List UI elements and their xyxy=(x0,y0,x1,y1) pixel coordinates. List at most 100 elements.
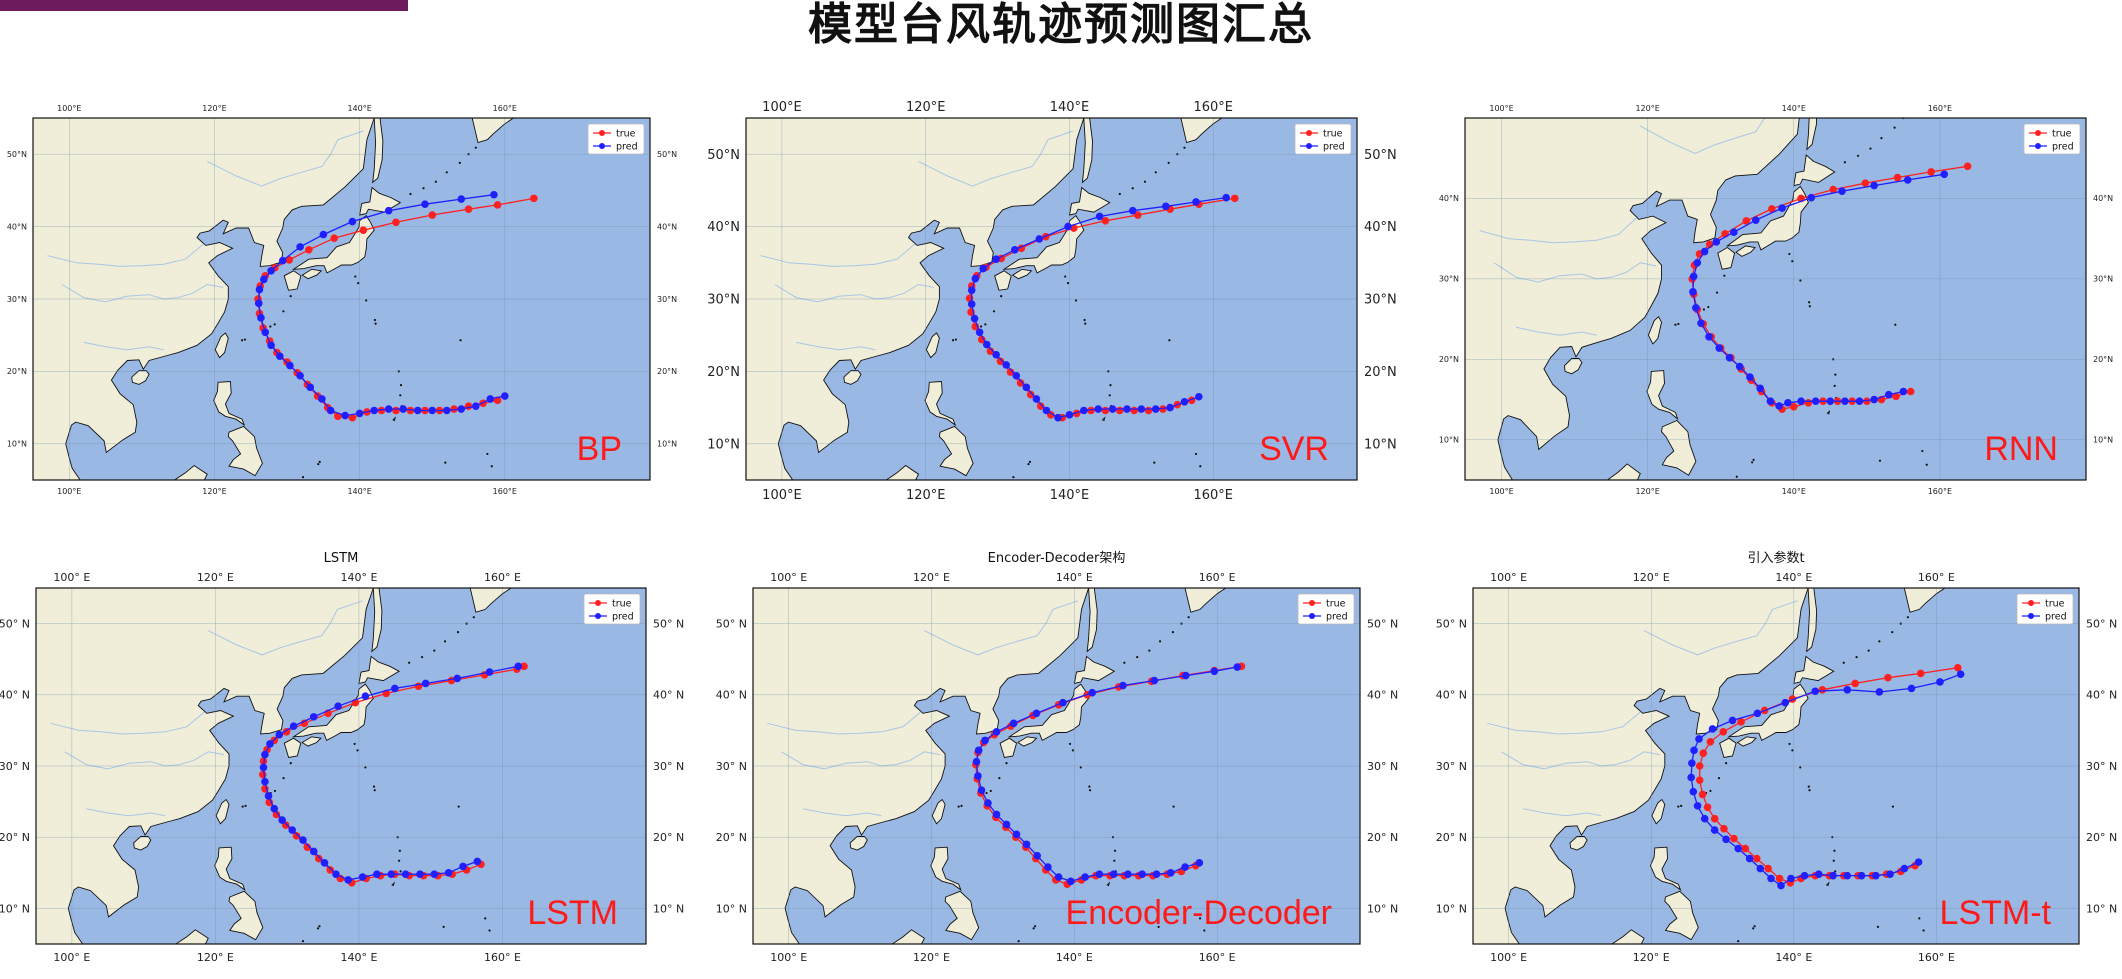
pred-track-point xyxy=(289,722,298,730)
pred-track-point xyxy=(309,847,318,856)
pred-track-point xyxy=(1775,402,1783,410)
island-marker xyxy=(1168,339,1171,342)
island-marker xyxy=(1000,295,1003,298)
x-tick-label-top: 140°E xyxy=(1782,104,1806,113)
true-track-point xyxy=(314,854,323,863)
y-tick-label-left: 30°N xyxy=(1439,275,1459,284)
pred-track-point xyxy=(1124,870,1132,879)
pred-track-point xyxy=(373,870,381,879)
landmass xyxy=(1563,358,1583,375)
river-line xyxy=(206,130,364,187)
x-tick-label-top: 120°E xyxy=(202,104,226,113)
x-tick-label-bottom: 120° E xyxy=(197,951,234,964)
landmass xyxy=(1727,683,1809,742)
island-marker xyxy=(1922,929,1925,932)
true-track-point xyxy=(1130,406,1138,415)
true-track-point xyxy=(1804,398,1813,407)
landmass xyxy=(994,270,1012,291)
island-marker xyxy=(1148,649,1151,652)
landmass xyxy=(283,737,302,759)
island-marker xyxy=(1791,260,1794,263)
true-track-point xyxy=(1133,211,1142,219)
true-track-point xyxy=(259,757,268,765)
true-track-point xyxy=(464,205,473,214)
landmass xyxy=(1826,410,1831,415)
pred-track-point xyxy=(1756,384,1764,393)
pred-track-point xyxy=(1838,187,1846,196)
island-marker xyxy=(1071,749,1075,752)
pred-track-point xyxy=(1725,353,1734,362)
legend-true-label: true xyxy=(2052,129,2072,140)
pred-track-point xyxy=(326,406,335,415)
pred-track-point xyxy=(1777,881,1785,890)
true-track-point xyxy=(530,194,538,203)
pred-track-point xyxy=(1884,390,1893,399)
island-marker xyxy=(1791,749,1794,752)
island-marker xyxy=(1808,301,1811,304)
pred-track-point xyxy=(1872,871,1880,880)
island-marker xyxy=(1717,777,1721,780)
island-marker xyxy=(1118,192,1121,196)
x-tick-label-top: 140°E xyxy=(347,104,371,113)
pred-track-point xyxy=(1065,411,1074,419)
pred-track-point xyxy=(332,870,340,879)
pred-track-point xyxy=(1689,272,1698,281)
y-tick-label-right: 10°N xyxy=(2093,436,2113,445)
y-tick-label-left: 30° N xyxy=(716,760,747,773)
island-marker xyxy=(1808,789,1811,792)
pred-track-point xyxy=(1692,304,1700,312)
pred-track-point xyxy=(1002,820,1011,829)
y-tick-label-left: 50° N xyxy=(1436,617,1467,630)
landmass xyxy=(1180,118,1223,144)
landmass xyxy=(1806,118,1818,151)
landmass xyxy=(1106,881,1111,887)
landmass xyxy=(1007,683,1090,742)
pred-track-point xyxy=(1012,371,1021,380)
landmass xyxy=(853,929,925,944)
landmass xyxy=(1825,881,1830,887)
island-marker xyxy=(373,789,376,792)
landmass xyxy=(1806,588,1818,653)
island-marker xyxy=(1842,661,1845,664)
landmass xyxy=(999,737,1018,759)
legend-true-marker xyxy=(2035,130,2041,136)
true-track-point xyxy=(348,413,357,422)
x-tick-label-bottom: 120° E xyxy=(1633,951,1670,964)
island-marker xyxy=(1808,305,1811,308)
true-track-point xyxy=(326,866,335,874)
pred-track-point xyxy=(428,406,437,415)
island-marker xyxy=(301,476,305,479)
y-tick-label-right: 10° N xyxy=(2086,902,2117,915)
pred-track-point xyxy=(1128,206,1137,215)
pred-track-point xyxy=(473,857,482,866)
true-track-point xyxy=(406,406,415,415)
island-marker xyxy=(1906,616,1909,619)
pred-track-point xyxy=(1956,670,1965,678)
legend-true-marker xyxy=(595,600,601,606)
island-marker xyxy=(1068,742,1072,746)
island-marker xyxy=(1157,925,1160,929)
island-marker xyxy=(1187,616,1190,619)
legend-pred-marker xyxy=(2035,143,2041,149)
y-tick-label-left: 20° N xyxy=(1436,831,1467,844)
island-marker xyxy=(984,323,987,326)
river-line xyxy=(767,711,922,735)
river-line xyxy=(64,751,225,770)
pred-track-point xyxy=(1886,870,1894,879)
x-tick-label-bottom: 140°E xyxy=(1050,488,1090,503)
model-label: SVR xyxy=(1259,430,1329,468)
landmass xyxy=(925,332,940,359)
river-line xyxy=(207,600,363,656)
island-marker xyxy=(484,917,487,920)
map-frame xyxy=(1472,587,2080,945)
y-tick-label-right: 50° N xyxy=(2086,617,2117,630)
island-marker xyxy=(1799,766,1802,769)
pred-track-point xyxy=(1180,398,1189,406)
island-marker xyxy=(1724,762,1728,765)
island-marker xyxy=(1123,661,1126,664)
pred-track-point xyxy=(1044,863,1052,871)
landmass xyxy=(131,370,150,385)
pred-track-point xyxy=(318,395,326,403)
landmass xyxy=(1736,736,1757,747)
legend-pred-label: pred xyxy=(2045,612,2067,623)
